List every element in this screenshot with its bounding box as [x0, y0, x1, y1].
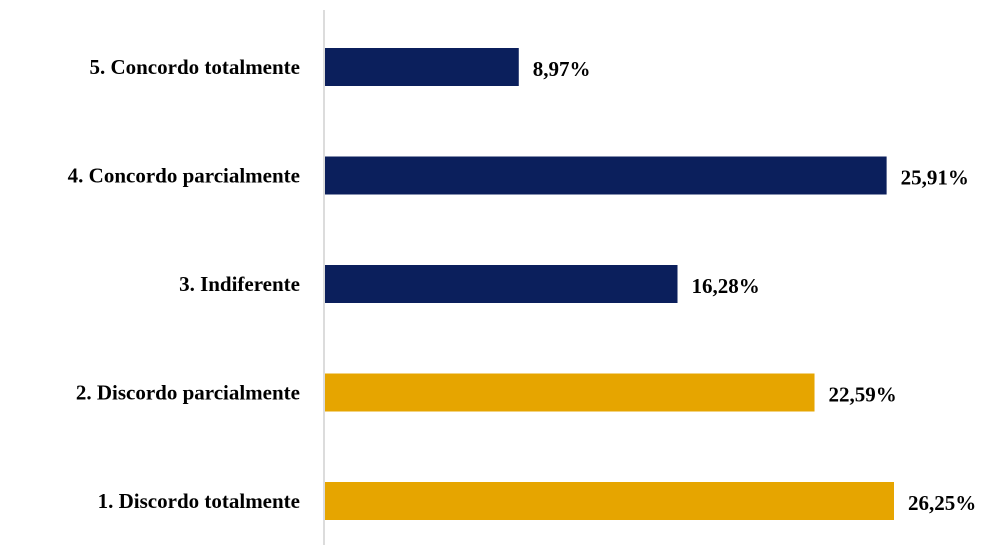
category-label: 1. Discordo totalmente — [98, 489, 300, 513]
data-label: 26,25% — [908, 491, 976, 515]
bars-group: 5. Concordo totalmente 8,97% 4. Concordo p… — [68, 48, 976, 520]
bar — [325, 373, 815, 412]
data-label: 22,59% — [829, 383, 897, 407]
category-label: 5. Concordo totalmente — [89, 55, 300, 79]
bar — [325, 482, 894, 520]
bar — [325, 265, 678, 303]
category-label: 4. Concordo parcialmente — [68, 164, 300, 188]
data-label: 8,97% — [533, 57, 591, 81]
category-label: 3. Indiferente — [179, 272, 300, 296]
data-label: 16,28% — [692, 274, 760, 298]
bar — [325, 156, 887, 195]
bar — [325, 48, 519, 86]
data-label: 25,91% — [901, 166, 969, 190]
category-label: 2. Discordo parcialmente — [76, 381, 300, 405]
